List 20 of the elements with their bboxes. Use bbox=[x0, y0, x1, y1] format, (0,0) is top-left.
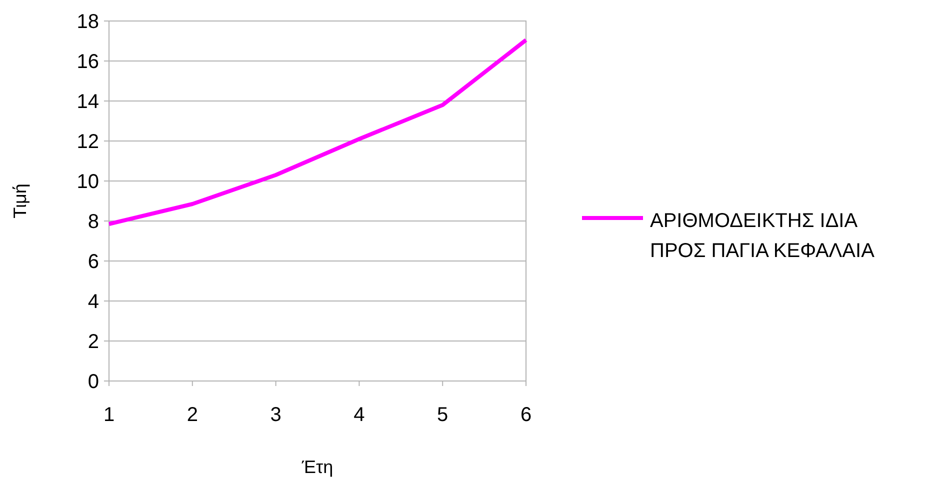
y-tick-label: 14 bbox=[76, 91, 99, 113]
x-tick-label: 4 bbox=[354, 404, 365, 426]
y-tick-label: 8 bbox=[88, 211, 99, 233]
x-tick-label: 5 bbox=[437, 404, 448, 426]
y-tick-label: 0 bbox=[88, 371, 99, 393]
x-tick-label: 1 bbox=[103, 404, 115, 426]
y-axis-title: Τιμή bbox=[10, 184, 30, 218]
y-tick-label: 12 bbox=[76, 131, 99, 153]
x-tick-label: 6 bbox=[520, 404, 532, 426]
y-tick-label: 2 bbox=[88, 331, 99, 353]
y-tick-label: 10 bbox=[76, 171, 99, 193]
y-tick-label: 4 bbox=[88, 291, 99, 313]
line-series bbox=[107, 38, 528, 226]
y-tick-label: 18 bbox=[76, 11, 99, 33]
x-tick-label: 2 bbox=[186, 404, 198, 426]
x-tick-label: 3 bbox=[270, 404, 282, 426]
x-axis-title: Έτη bbox=[300, 457, 334, 477]
y-tick-label: 16 bbox=[76, 51, 99, 73]
y-tick-label: 6 bbox=[88, 251, 99, 273]
legend-label: ΑΡΙΘΜΟΔΕΙΚΤΗΣ ΙΔΙΑ ΠΡΟΣ ΠΑΓΙΑ ΚΕΦΑΛΑΙΑ bbox=[650, 210, 876, 262]
